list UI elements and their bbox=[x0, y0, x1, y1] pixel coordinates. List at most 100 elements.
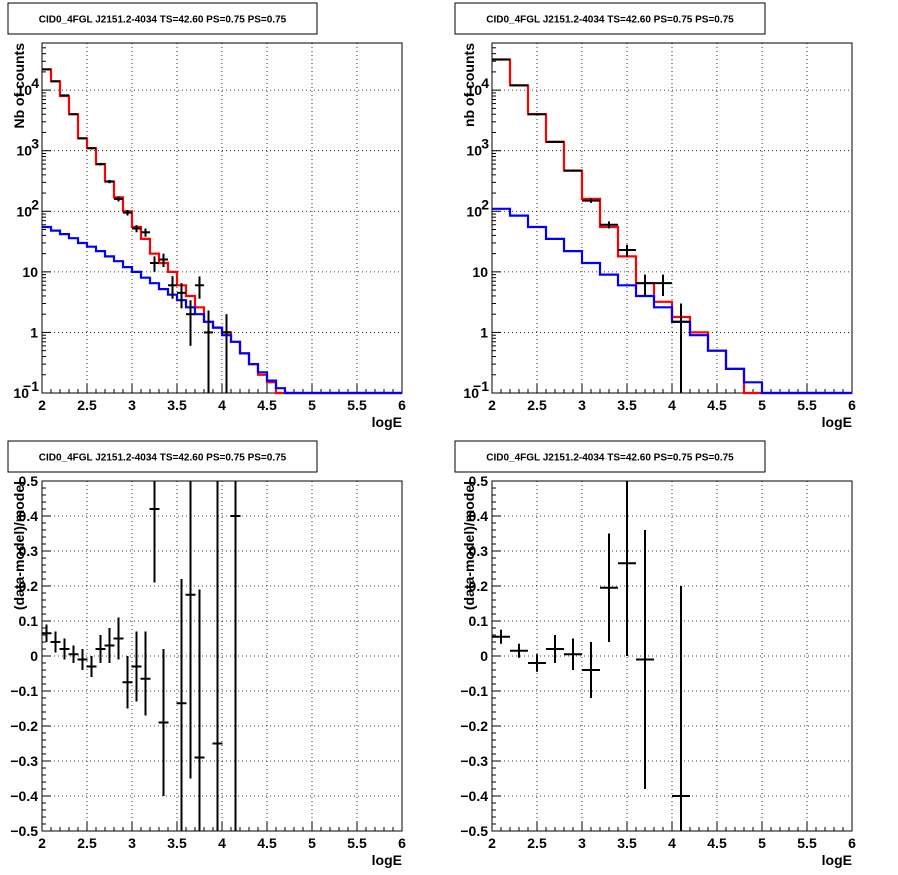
y-tick-label: 10 bbox=[16, 203, 32, 219]
x-tick-label: 3.5 bbox=[167, 397, 187, 413]
y-axis-title: nb of counts bbox=[461, 43, 477, 127]
data-point bbox=[141, 228, 150, 237]
x-axis-title: logE bbox=[372, 852, 402, 868]
y-tick-exponent: −1 bbox=[23, 378, 39, 394]
data-point bbox=[114, 196, 123, 202]
data-point bbox=[86, 656, 97, 677]
data-point bbox=[51, 80, 60, 83]
plot-frame bbox=[491, 42, 853, 394]
chart-title: CID0_4FGL J2151.2-4034 TS=42.60 PS=0.75 … bbox=[39, 15, 287, 26]
data-point bbox=[185, 481, 196, 779]
data-point bbox=[564, 169, 582, 172]
data-point bbox=[654, 274, 672, 296]
data-point bbox=[672, 303, 690, 393]
data-point bbox=[158, 649, 169, 796]
data-point bbox=[636, 530, 654, 789]
x-tick-label: 4 bbox=[668, 835, 676, 851]
data-point bbox=[105, 179, 114, 184]
y-tick-exponent: 4 bbox=[31, 75, 39, 91]
data-point bbox=[132, 225, 141, 233]
data-point bbox=[177, 283, 186, 309]
data-point bbox=[600, 221, 618, 229]
data-point bbox=[95, 635, 106, 663]
data-point bbox=[68, 645, 79, 663]
x-tick-label: 4 bbox=[668, 397, 676, 413]
y-tick-label: −0.5 bbox=[10, 823, 38, 839]
x-tick-label: 5.5 bbox=[797, 397, 817, 413]
y-tick-label: 0 bbox=[480, 648, 488, 664]
data-point bbox=[77, 649, 88, 670]
title-box bbox=[454, 2, 766, 35]
x-tick-label: 6 bbox=[398, 397, 406, 413]
data-point bbox=[618, 244, 636, 257]
panel-top-right: CID0_4FGL J2151.2-4034 TS=42.60 PS=0.75 … bbox=[454, 2, 856, 430]
y-tick-label: −0.2 bbox=[10, 718, 38, 734]
y-tick-label: 0.3 bbox=[19, 543, 39, 559]
data-point bbox=[582, 198, 600, 203]
panel-top-left: CID0_4FGL J2151.2-4034 TS=42.60 PS=0.75 … bbox=[7, 2, 406, 430]
data-point bbox=[186, 300, 195, 346]
y-tick-label: −0.3 bbox=[10, 753, 38, 769]
y-tick-label: 10 bbox=[13, 385, 29, 401]
x-tick-label: 5.5 bbox=[347, 835, 367, 851]
title-box bbox=[7, 440, 318, 473]
y-tick-label: −0.5 bbox=[460, 823, 488, 839]
x-tick-label: 3.5 bbox=[167, 835, 187, 851]
chart-title: CID0_4FGL J2151.2-4034 TS=42.60 PS=0.75 … bbox=[39, 453, 287, 464]
y-tick-label: 10 bbox=[16, 82, 32, 98]
data-point bbox=[492, 629, 510, 644]
y-tick-label: 0.4 bbox=[19, 508, 39, 524]
data-point bbox=[194, 589, 205, 831]
y-tick-label: 1 bbox=[30, 324, 38, 340]
x-tick-label: 2 bbox=[488, 835, 496, 851]
chart-title: CID0_4FGL J2151.2-4034 TS=42.60 PS=0.75 … bbox=[486, 15, 734, 26]
x-axis-title: logE bbox=[372, 414, 402, 430]
data-point bbox=[42, 68, 51, 71]
x-axis-title: logE bbox=[822, 414, 852, 430]
data-point bbox=[636, 274, 654, 296]
data-point bbox=[60, 94, 69, 97]
y-tick-label: 10 bbox=[466, 143, 482, 159]
data-point bbox=[168, 276, 177, 299]
panel-bottom-right: CID0_4FGL J2151.2-4034 TS=42.60 PS=0.75 … bbox=[454, 440, 856, 868]
y-tick-exponent: 4 bbox=[481, 75, 489, 91]
data-point bbox=[582, 642, 600, 698]
x-tick-label: 3 bbox=[578, 397, 586, 413]
x-axis-title: logE bbox=[822, 852, 852, 868]
x-tick-label: 2 bbox=[38, 397, 46, 413]
data-point bbox=[41, 624, 52, 642]
x-tick-label: 4.5 bbox=[257, 835, 277, 851]
x-tick-label: 6 bbox=[398, 835, 406, 851]
y-tick-label: −0.4 bbox=[460, 788, 488, 804]
histogram-series-1 bbox=[42, 225, 402, 395]
y-tick-exponent: −1 bbox=[473, 378, 489, 394]
y-tick-label: 10 bbox=[466, 82, 482, 98]
data-point bbox=[69, 113, 78, 116]
data-point bbox=[159, 253, 168, 268]
y-tick-label: −0.4 bbox=[10, 788, 38, 804]
y-tick-label: −0.1 bbox=[460, 683, 488, 699]
y-tick-exponent: 3 bbox=[31, 136, 39, 152]
data-point bbox=[546, 140, 564, 143]
y-tick-label: 0.5 bbox=[469, 473, 489, 489]
data-point bbox=[564, 638, 582, 670]
x-tick-label: 5 bbox=[758, 835, 766, 851]
y-tick-label: −0.3 bbox=[460, 753, 488, 769]
x-tick-label: 2.5 bbox=[527, 835, 547, 851]
y-tick-exponent: 2 bbox=[481, 196, 489, 212]
data-point bbox=[131, 631, 142, 702]
y-tick-label: −0.2 bbox=[460, 718, 488, 734]
x-tick-label: 4.5 bbox=[707, 397, 727, 413]
data-point bbox=[113, 617, 124, 660]
x-tick-label: 2.5 bbox=[77, 397, 97, 413]
title-box bbox=[7, 2, 318, 35]
x-tick-label: 5 bbox=[308, 397, 316, 413]
x-tick-label: 4.5 bbox=[707, 835, 727, 851]
panel-bottom-left: CID0_4FGL J2151.2-4034 TS=42.60 PS=0.75 … bbox=[7, 440, 406, 868]
y-tick-label: 0.5 bbox=[19, 473, 39, 489]
data-point bbox=[492, 58, 510, 61]
data-point bbox=[122, 656, 133, 709]
data-point bbox=[528, 113, 546, 116]
y-tick-label: 10 bbox=[16, 143, 32, 159]
